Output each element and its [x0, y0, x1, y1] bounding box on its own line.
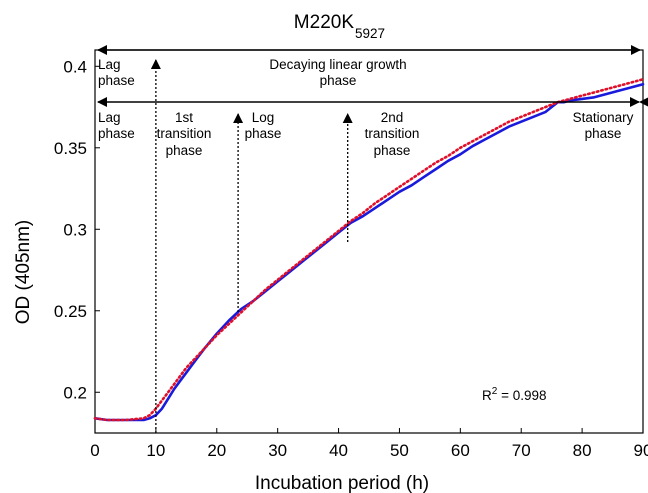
second-transition-label-1: 2nd [381, 110, 404, 125]
y-tick-label: 0.3 [63, 220, 87, 239]
x-tick-label: 30 [268, 441, 287, 460]
top-decaying-label-1: Decaying linear growth [269, 57, 406, 72]
log-phase-label-2: phase [245, 126, 282, 141]
top-lag-label-1: Lag [98, 57, 121, 72]
fitted-model-line [93, 78, 645, 422]
top-lag-label-2: phase [98, 73, 135, 88]
chart-title-subscript: 5927 [355, 26, 385, 41]
r-squared-symbol: R [482, 388, 492, 403]
chart-title: M220K [294, 12, 355, 33]
first-transition-label-2: transition [157, 126, 212, 141]
first-transition-label-1: 1st [175, 110, 193, 125]
plot-border [94, 49, 644, 434]
x-tick-label: 60 [451, 441, 470, 460]
phase-arrows [97, 45, 648, 433]
r-squared-superscript: 2 [492, 386, 498, 397]
y-axis-label: OD (405nm) [13, 220, 34, 325]
y-tick-label: 0.25 [54, 302, 87, 321]
x-tick-label: 10 [146, 441, 165, 460]
x-tick-label: 20 [207, 441, 226, 460]
second-transition-label-3: phase [374, 143, 411, 158]
x-tick-label: 90 [634, 441, 648, 460]
x-tick-label: 0 [90, 441, 99, 460]
x-tick-label: 80 [573, 441, 592, 460]
x-tick-label: 70 [512, 441, 531, 460]
bottom-lag-label-2: phase [98, 126, 135, 141]
y-axis-ticks: 0.2 0.25 0.3 0.35 0.4 [54, 57, 100, 402]
r-squared-value: = 0.998 [497, 388, 546, 403]
chart-title-main: M220K [294, 12, 355, 33]
top-decaying-label-2: phase [320, 73, 357, 88]
stationary-label-1: Stationary [573, 110, 634, 125]
log-phase-label-1: Log [252, 110, 275, 125]
second-transition-label-2: transition [365, 126, 420, 141]
x-tick-label: 40 [329, 441, 348, 460]
x-axis-ticks: 0 10 20 30 40 50 60 70 80 90 [90, 428, 648, 460]
x-tick-label: 50 [390, 441, 409, 460]
plot-frame [94, 49, 644, 434]
x-axis-label: Incubation period (h) [255, 473, 429, 493]
r-squared-annotation: R2 = 0.998 [482, 386, 546, 403]
y-tick-label: 0.35 [54, 139, 87, 158]
y-tick-label: 0.4 [63, 57, 87, 76]
bottom-lag-label-1: Lag [98, 110, 121, 125]
stationary-label-2: phase [585, 126, 622, 141]
y-tick-label: 0.2 [63, 383, 87, 402]
first-transition-label-3: phase [166, 143, 203, 158]
